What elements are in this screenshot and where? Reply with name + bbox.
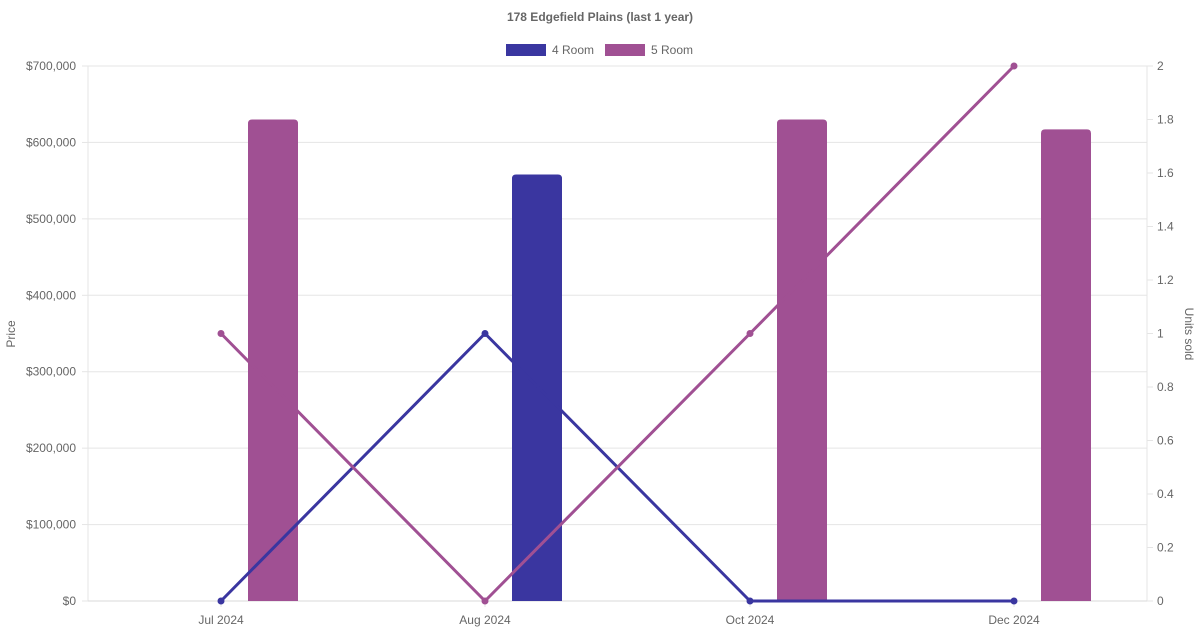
x-tick-label-oct-2024: Oct 2024 — [726, 613, 775, 627]
legend: 4 Room 5 Room — [506, 43, 693, 57]
left-tick-label: $400,000 — [26, 288, 76, 302]
right-tick-label: 2 — [1157, 59, 1164, 73]
right-tick-label: 1 — [1157, 327, 1164, 341]
point-5-room-jul-2024[interactable] — [217, 330, 225, 337]
left-tick-label: $700,000 — [26, 59, 76, 73]
bar-5-room-dec-2024[interactable] — [1041, 129, 1091, 601]
right-tick-label: 1.4 — [1157, 220, 1174, 234]
lines — [217, 62, 1018, 605]
right-tick-label: 0.8 — [1157, 380, 1174, 394]
bars — [248, 119, 1091, 602]
right-tick-label: 0.6 — [1157, 434, 1174, 448]
left-tick-label: $600,000 — [26, 135, 76, 149]
x-axis: Jul 2024 Aug 2024 Oct 2024 Dec 2024 — [88, 600, 1147, 627]
right-tick-label: 0.4 — [1157, 487, 1174, 501]
point-4-room-oct-2024[interactable] — [746, 597, 754, 605]
left-tick-label: $200,000 — [26, 441, 76, 455]
point-5-room-dec-2024[interactable] — [1010, 62, 1018, 70]
right-tick-label: 1.6 — [1157, 166, 1174, 180]
line-5-room — [219, 64, 1016, 603]
left-tick-label: $500,000 — [26, 212, 76, 226]
left-axis: $0 $100,000 $200,000 $300,000 $400,000 $500,0… — [26, 59, 89, 608]
chart-title: 178 Edgefield Plains (last 1 year) — [507, 10, 693, 24]
right-tick-label: 1.8 — [1157, 113, 1174, 127]
right-tick-label: 0 — [1157, 594, 1164, 608]
right-tick-label: 1.2 — [1157, 273, 1174, 287]
right-tick-label: 0.2 — [1157, 541, 1174, 555]
right-axis: 0 0.2 0.4 0.6 0.8 1 1.2 1.4 1.6 1.8 2 — [1146, 59, 1174, 608]
left-tick-label: $300,000 — [26, 365, 76, 379]
point-4-room-jul-2024[interactable] — [217, 597, 225, 605]
x-tick-label-jul-2024: Jul 2024 — [198, 613, 244, 627]
left-tick-label: $0 — [63, 594, 77, 608]
legend-label-4-room[interactable]: 4 Room — [552, 43, 594, 57]
point-4-room-dec-2024[interactable] — [1010, 597, 1018, 605]
point-5-room-aug-2024[interactable] — [481, 597, 489, 605]
point-4-room-aug-2024[interactable] — [481, 330, 489, 337]
x-tick-label-dec-2024: Dec 2024 — [988, 613, 1040, 627]
bar-5-room-oct-2024[interactable] — [777, 119, 827, 602]
legend-swatch-5-room[interactable] — [605, 44, 645, 56]
bar-5-room-jul-2024[interactable] — [248, 119, 298, 602]
right-axis-title: Units sold — [1182, 308, 1196, 361]
left-tick-label: $100,000 — [26, 518, 76, 532]
left-axis-title: Price — [4, 320, 18, 348]
gridlines — [88, 65, 1147, 602]
x-tick-label-aug-2024: Aug 2024 — [459, 613, 511, 627]
legend-label-5-room[interactable]: 5 Room — [651, 43, 693, 57]
legend-swatch-4-room[interactable] — [506, 44, 546, 56]
point-5-room-oct-2024[interactable] — [746, 330, 754, 337]
